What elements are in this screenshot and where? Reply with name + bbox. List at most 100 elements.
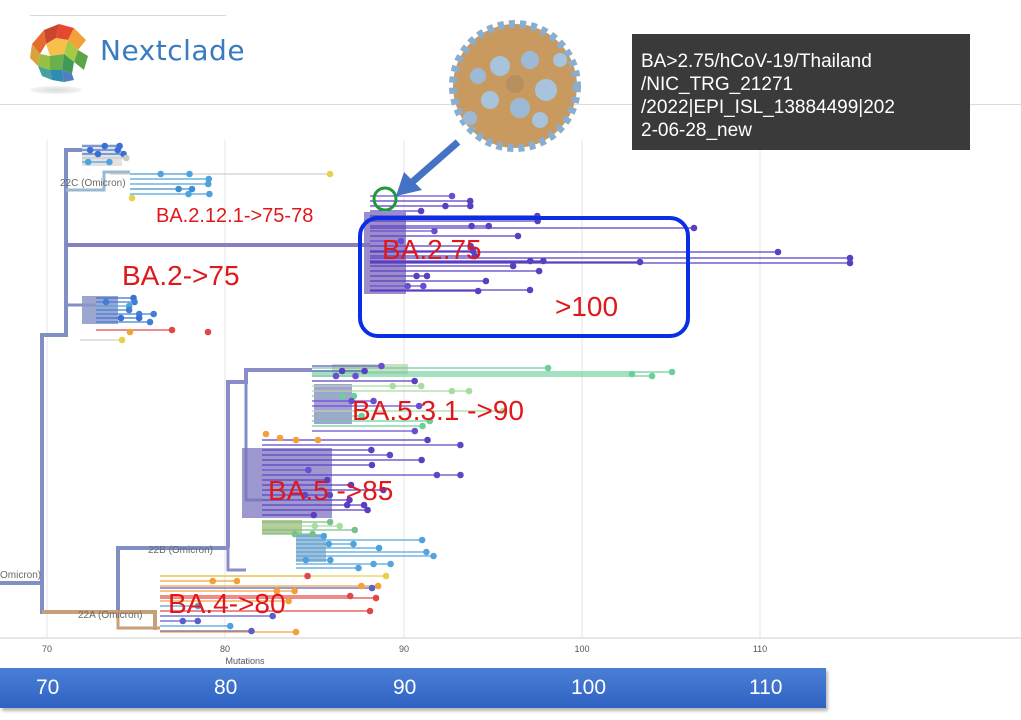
annotation-ba275: BA.2.75 bbox=[382, 234, 482, 265]
tree-tip bbox=[302, 556, 310, 564]
tree-tip bbox=[339, 392, 346, 400]
tree-tip bbox=[146, 318, 154, 326]
tree-tip bbox=[361, 367, 368, 375]
tree-tip bbox=[269, 612, 276, 620]
tree-axis-tick: 80 bbox=[220, 644, 230, 654]
tree-tip bbox=[285, 597, 292, 605]
tree-tip bbox=[131, 298, 138, 306]
tree-tip bbox=[106, 158, 113, 166]
logo-shadow bbox=[30, 86, 82, 94]
tree-tip bbox=[350, 540, 357, 548]
tree-tip bbox=[102, 298, 110, 306]
tree-tip bbox=[417, 382, 425, 390]
tree-tip bbox=[226, 622, 234, 630]
tree-tip bbox=[326, 170, 334, 178]
tree-tip bbox=[150, 310, 157, 318]
tree-tip bbox=[126, 328, 134, 336]
tree-backbone bbox=[0, 148, 370, 630]
tree-tip bbox=[310, 511, 318, 519]
clade-label-21l: Omicron) bbox=[0, 570, 41, 581]
tree-tip bbox=[527, 257, 534, 265]
app-title: Nextclade bbox=[100, 34, 246, 67]
tree-tip bbox=[352, 372, 359, 380]
tree-tip bbox=[122, 154, 130, 162]
tree-tip bbox=[448, 192, 456, 200]
selected-node-circle bbox=[372, 186, 398, 212]
tree-tip bbox=[360, 501, 368, 509]
tree-tip bbox=[84, 158, 92, 166]
tree-tip bbox=[387, 560, 394, 568]
tree-tip bbox=[248, 627, 255, 635]
tree-tip bbox=[205, 175, 213, 183]
tree-tip bbox=[482, 277, 490, 285]
tree-tip bbox=[326, 491, 334, 499]
tree-tip bbox=[94, 150, 102, 158]
tree-tip bbox=[372, 594, 380, 602]
tree-tips bbox=[84, 142, 854, 636]
tree-tip bbox=[774, 248, 782, 256]
tree-tip bbox=[418, 536, 426, 544]
tree-tip bbox=[375, 544, 383, 552]
tree-tip bbox=[389, 382, 396, 390]
tree-tip bbox=[358, 582, 365, 590]
scale-bar-tick: 100 bbox=[571, 676, 607, 699]
tree-tip bbox=[332, 372, 340, 380]
tree-tip bbox=[101, 142, 109, 150]
tree-tip bbox=[448, 387, 456, 395]
tree-tip bbox=[467, 242, 474, 250]
tree-tip bbox=[188, 185, 196, 193]
tree-tip bbox=[179, 617, 187, 625]
tree-tip bbox=[348, 397, 355, 405]
tree-tip bbox=[368, 584, 376, 592]
tree-tip bbox=[374, 582, 382, 590]
tree-tip bbox=[378, 362, 385, 370]
tree-tip bbox=[411, 427, 419, 435]
tree-tip bbox=[204, 180, 212, 188]
annotation-over100: >100 bbox=[555, 291, 618, 322]
tree-tip bbox=[499, 407, 507, 415]
tree-axis-tick: 70 bbox=[42, 644, 52, 654]
scale-bar-tick: 70 bbox=[36, 676, 60, 699]
tree-tip bbox=[301, 491, 309, 499]
tree-tip bbox=[628, 370, 636, 378]
sequence-tooltip: BA>2.75/hCoV-19/Thailand /NIC_TRG_21271 … bbox=[632, 34, 970, 150]
cluster-ba531 bbox=[314, 384, 352, 424]
tree-tip bbox=[338, 367, 346, 375]
tree-tip bbox=[514, 232, 522, 240]
tree-tip bbox=[326, 518, 334, 526]
tree-tip bbox=[415, 402, 423, 410]
tree-tip bbox=[846, 254, 854, 262]
tree-tip bbox=[469, 247, 477, 255]
tree-tip bbox=[370, 560, 377, 568]
tree-tip bbox=[468, 222, 475, 230]
tree-tip bbox=[474, 287, 482, 295]
tree-tip bbox=[351, 526, 359, 534]
tree-tip bbox=[276, 434, 284, 442]
tree-tip bbox=[418, 456, 425, 464]
tree-tip bbox=[206, 190, 213, 198]
nextclade-logo-icon bbox=[30, 24, 88, 82]
annotation-ba4: BA.4->80 bbox=[168, 588, 286, 619]
tree-tip bbox=[457, 471, 464, 479]
mutation-scale-bar: 70 80 90 100 110 bbox=[0, 668, 826, 708]
annotation-ba531: BA.5.3.1 ->90 bbox=[352, 395, 524, 426]
tree-tip bbox=[347, 481, 355, 489]
tree-tip bbox=[350, 392, 358, 400]
tree-tip bbox=[433, 471, 441, 479]
tree-tip bbox=[368, 446, 375, 454]
annotations: BA.2.12.1->75-78 BA.2->75 BA.2.75 >100 B… bbox=[122, 205, 618, 619]
tree-tip bbox=[311, 522, 319, 530]
virus-illustration-icon bbox=[449, 20, 581, 152]
tree-tip bbox=[540, 257, 547, 265]
tree-tip bbox=[273, 587, 281, 595]
scale-bar-tick: 80 bbox=[214, 676, 238, 699]
tree-tip bbox=[292, 436, 300, 444]
tree-tip bbox=[186, 170, 193, 178]
tree-axis-tick: 110 bbox=[753, 644, 767, 654]
scale-bar-tick: 90 bbox=[393, 676, 417, 699]
tree-tip bbox=[424, 436, 431, 444]
tree-axis: 70 80 90 100 110 Mutations bbox=[42, 644, 767, 666]
tree-tip bbox=[423, 272, 431, 280]
tree-tip bbox=[471, 252, 479, 260]
tree-tip bbox=[636, 258, 644, 266]
